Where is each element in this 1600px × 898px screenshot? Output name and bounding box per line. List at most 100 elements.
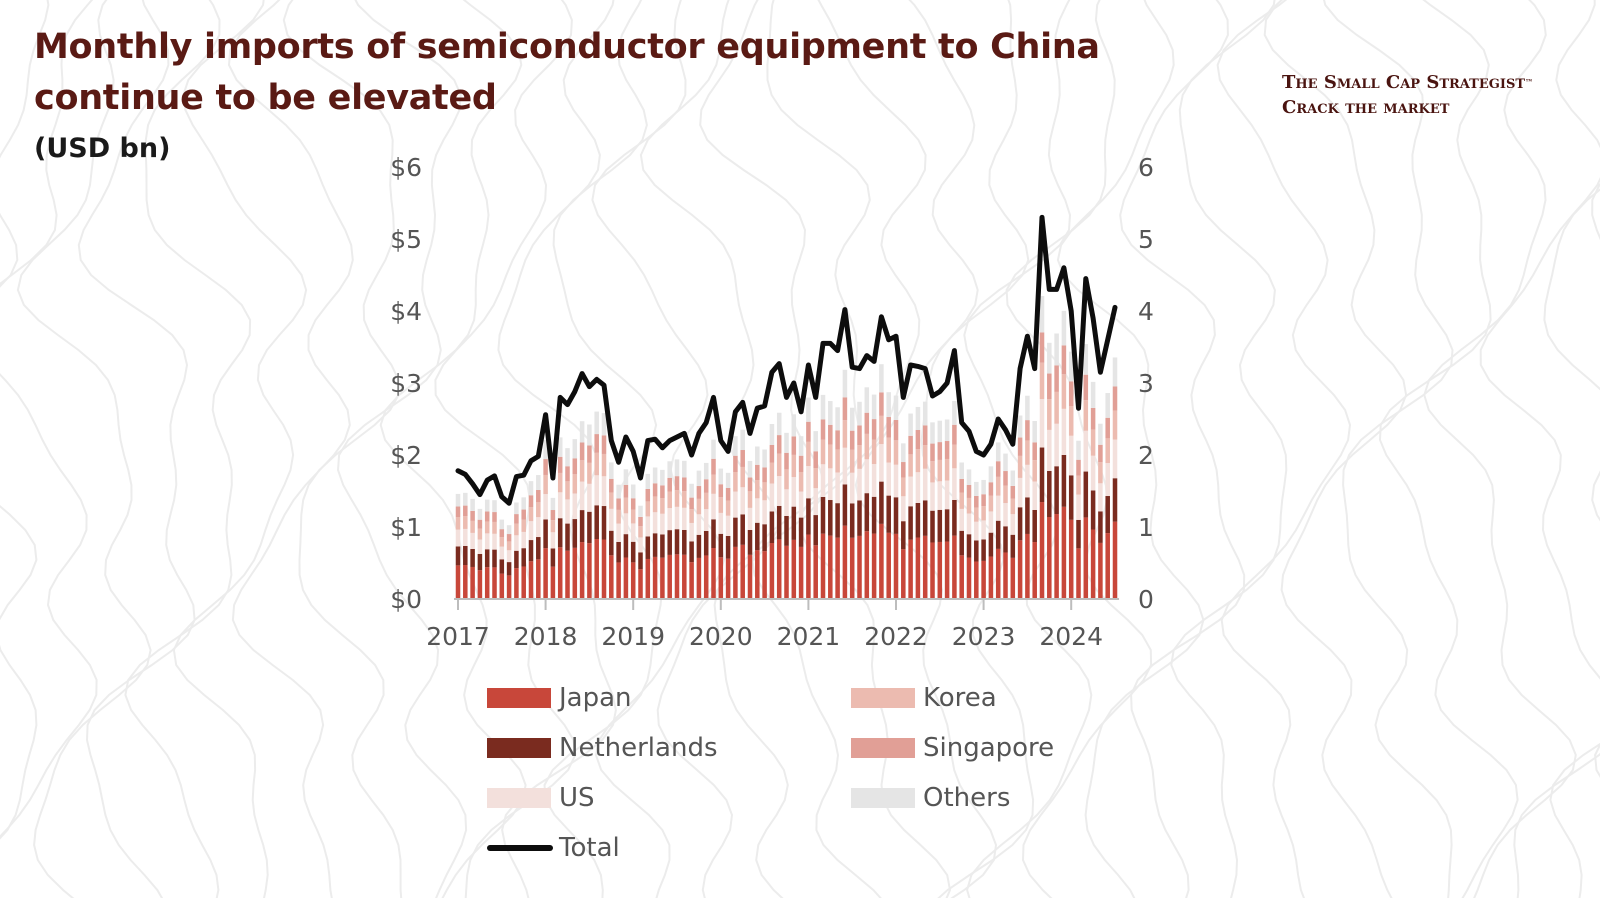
- contour-line: [1591, 182, 1600, 778]
- bar-segment-singapore: [499, 529, 505, 538]
- bar-segment-japan: [1105, 533, 1110, 599]
- bar-segment-singapore: [1003, 471, 1008, 486]
- bar-segment-us: [696, 514, 702, 535]
- bar-segment-korea: [579, 460, 585, 482]
- bar-segment-us: [733, 491, 738, 518]
- bar-segment-us: [1061, 408, 1067, 455]
- bar-segment-us: [718, 512, 724, 534]
- bar-segment-netherlands: [499, 559, 505, 574]
- x-tick-label: 2017: [426, 622, 490, 651]
- bar-segment-others: [1003, 453, 1008, 472]
- bar-segment-others: [747, 460, 753, 478]
- bar-segment-others: [937, 420, 943, 443]
- bar-segment-japan: [1098, 542, 1103, 599]
- bar-layer: [455, 296, 1118, 599]
- bar-segment-singapore: [740, 450, 745, 467]
- bar-segment-others: [1054, 333, 1059, 366]
- bar-segment-singapore: [484, 511, 490, 522]
- bar-segment-korea: [988, 495, 994, 512]
- x-tick-label: 2024: [1039, 622, 1103, 651]
- contour-line: [1479, 0, 1600, 898]
- bar-segment-japan: [944, 541, 950, 599]
- bar-segment-us: [1112, 439, 1118, 479]
- bar-segment-korea: [638, 526, 643, 538]
- legend-item-netherlands: Netherlands: [487, 730, 718, 766]
- contour-line: [497, 0, 617, 898]
- bar-segment-korea: [470, 520, 475, 533]
- legend-label-total: Total: [559, 833, 620, 863]
- bar-segment-netherlands: [528, 540, 534, 562]
- bar-segment-us: [1083, 430, 1089, 472]
- bar-segment-singapore: [1068, 381, 1074, 407]
- bar-segment-korea: [857, 445, 862, 469]
- bar-segment-singapore: [550, 510, 556, 521]
- bar-segment-others: [995, 442, 1001, 462]
- bar-segment-korea: [1076, 475, 1081, 495]
- bar-segment-korea: [587, 462, 592, 484]
- bar-segment-us: [630, 523, 636, 542]
- bar-segment-singapore: [959, 478, 964, 493]
- bar-segment-netherlands: [616, 541, 621, 563]
- bar-segment-us: [470, 532, 475, 549]
- bar-segment-japan: [930, 542, 935, 599]
- bar-segment-others: [1032, 421, 1037, 443]
- bar-segment-singapore: [528, 495, 534, 508]
- bar-segment-japan: [623, 557, 629, 599]
- bar-segment-netherlands: [849, 503, 855, 538]
- contour-line: [16, 0, 152, 898]
- bar-segment-japan: [667, 554, 672, 599]
- bar-segment-others: [944, 419, 950, 442]
- bar-segment-japan: [981, 560, 986, 599]
- bar-segment-singapore: [609, 478, 614, 493]
- bar-segment-us: [1098, 483, 1103, 512]
- bar-segment-us: [995, 495, 1001, 521]
- bar-segment-korea: [550, 520, 556, 533]
- bar-segment-netherlands: [463, 545, 468, 566]
- legend-label-singapore: Singapore: [923, 733, 1055, 763]
- bar-segment-netherlands: [696, 534, 702, 558]
- bar-segment-singapore: [784, 452, 789, 470]
- bar-segment-korea: [733, 472, 738, 492]
- x-tick-label: 2021: [777, 622, 841, 651]
- bar-segment-japan: [849, 537, 855, 599]
- bar-segment-korea: [557, 472, 563, 493]
- bar-segment-japan: [601, 539, 607, 599]
- y-right-tick-label: 1: [1138, 513, 1154, 542]
- bar-segment-japan: [769, 543, 775, 599]
- bar-segment-others: [616, 484, 621, 499]
- bar-segment-netherlands: [806, 498, 811, 535]
- bar-segment-japan: [725, 558, 731, 599]
- bar-segment-singapore: [835, 430, 840, 450]
- bar-segment-netherlands: [1076, 519, 1081, 549]
- bar-segment-japan: [937, 541, 943, 599]
- bar-segment-others: [842, 369, 848, 398]
- bar-segment-singapore: [594, 434, 599, 453]
- bar-segment-korea: [521, 519, 526, 532]
- bar-segment-japan: [660, 557, 665, 599]
- bar-segment-us: [784, 489, 789, 516]
- bar-segment-singapore: [1098, 444, 1103, 463]
- bar-segment-others: [718, 468, 724, 485]
- bar-segment-japan: [1112, 521, 1118, 599]
- bar-segment-singapore: [660, 485, 665, 499]
- bar-segment-others: [455, 493, 461, 507]
- bar-segment-korea: [1112, 410, 1118, 440]
- bar-segment-us: [725, 515, 731, 536]
- bar-segment-netherlands: [915, 502, 921, 538]
- bar-segment-us: [499, 546, 505, 560]
- bar-segment-singapore: [901, 462, 906, 478]
- bar-segment-us: [594, 475, 599, 506]
- bar-segment-netherlands: [733, 517, 738, 547]
- bar-segment-japan: [915, 537, 921, 599]
- bar-segment-netherlands: [1039, 447, 1045, 503]
- bar-segment-us: [587, 483, 592, 512]
- bar-segment-japan: [587, 543, 592, 599]
- bar-segment-korea: [1010, 498, 1016, 515]
- bar-segment-netherlands: [762, 524, 767, 552]
- bar-segment-korea: [835, 449, 840, 473]
- bar-segment-korea: [1054, 391, 1059, 424]
- bar-segment-others: [514, 502, 519, 515]
- y-right-tick-label: 5: [1138, 225, 1154, 254]
- bar-segment-others: [806, 397, 811, 422]
- bar-segment-others: [630, 484, 636, 499]
